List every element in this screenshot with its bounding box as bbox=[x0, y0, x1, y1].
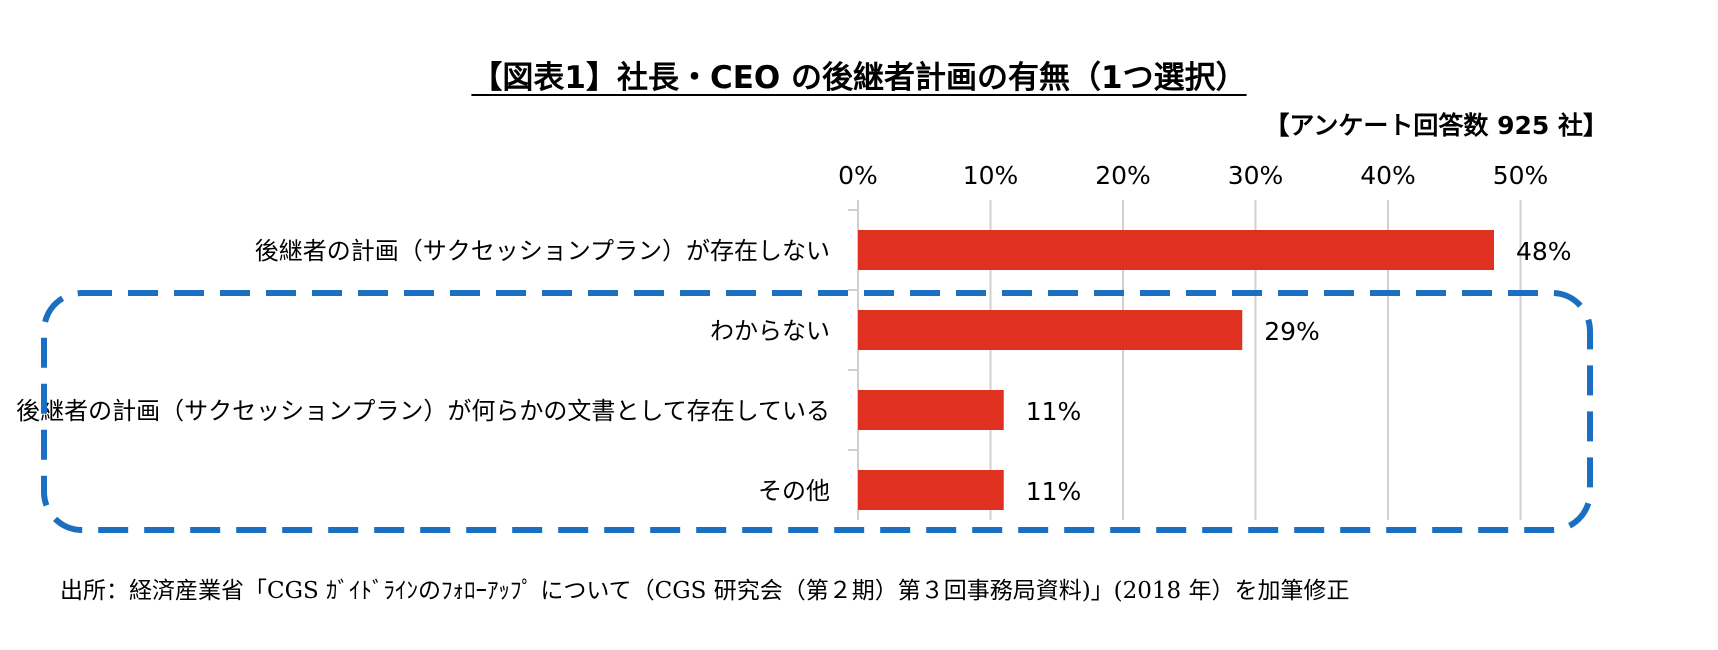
bar bbox=[858, 310, 1243, 350]
category-labels: 後継者の計画（サクセッションプラン）が存在しないわからない後継者の計画（サクセッ… bbox=[16, 237, 830, 505]
bar bbox=[858, 470, 1004, 510]
x-tick-label: 0% bbox=[838, 161, 878, 190]
bars bbox=[858, 230, 1494, 510]
highlight-box bbox=[41, 290, 1593, 533]
x-tick-label: 10% bbox=[963, 161, 1019, 190]
source-note: 出所：経済産業省「CGS ｶﾞｲﾄﾞﾗｲﾝのﾌｫﾛｰｱｯﾌﾟ について（CGS … bbox=[60, 578, 1350, 604]
category-label: わからない bbox=[710, 317, 830, 345]
category-label: 後継者の計画（サクセッションプラン）が存在しない bbox=[255, 237, 830, 265]
category-label: その他 bbox=[758, 477, 830, 505]
x-tick-label: 50% bbox=[1493, 161, 1549, 190]
chart-title: 【図表1】社長・CEO の後継者計画の有無（1つ選択） bbox=[471, 60, 1247, 96]
bar bbox=[858, 390, 1004, 430]
data-label: 29% bbox=[1264, 317, 1320, 346]
category-label: 後継者の計画（サクセッションプラン）が何らかの文書として存在している bbox=[16, 397, 830, 425]
chart-subtitle: 【アンケート回答数 925 社】 bbox=[1264, 111, 1608, 140]
x-tick-label: 40% bbox=[1360, 161, 1416, 190]
data-label: 48% bbox=[1516, 237, 1572, 266]
data-label: 11% bbox=[1026, 477, 1082, 506]
data-labels: 48% 29% 11% 11% bbox=[1026, 237, 1572, 506]
bar bbox=[858, 230, 1494, 270]
x-tick-label: 30% bbox=[1228, 161, 1284, 190]
x-tick-label: 20% bbox=[1095, 161, 1151, 190]
data-label: 11% bbox=[1026, 397, 1082, 426]
x-axis-ticks: 0% 10% 20% 30% 40% 50% bbox=[838, 161, 1548, 190]
